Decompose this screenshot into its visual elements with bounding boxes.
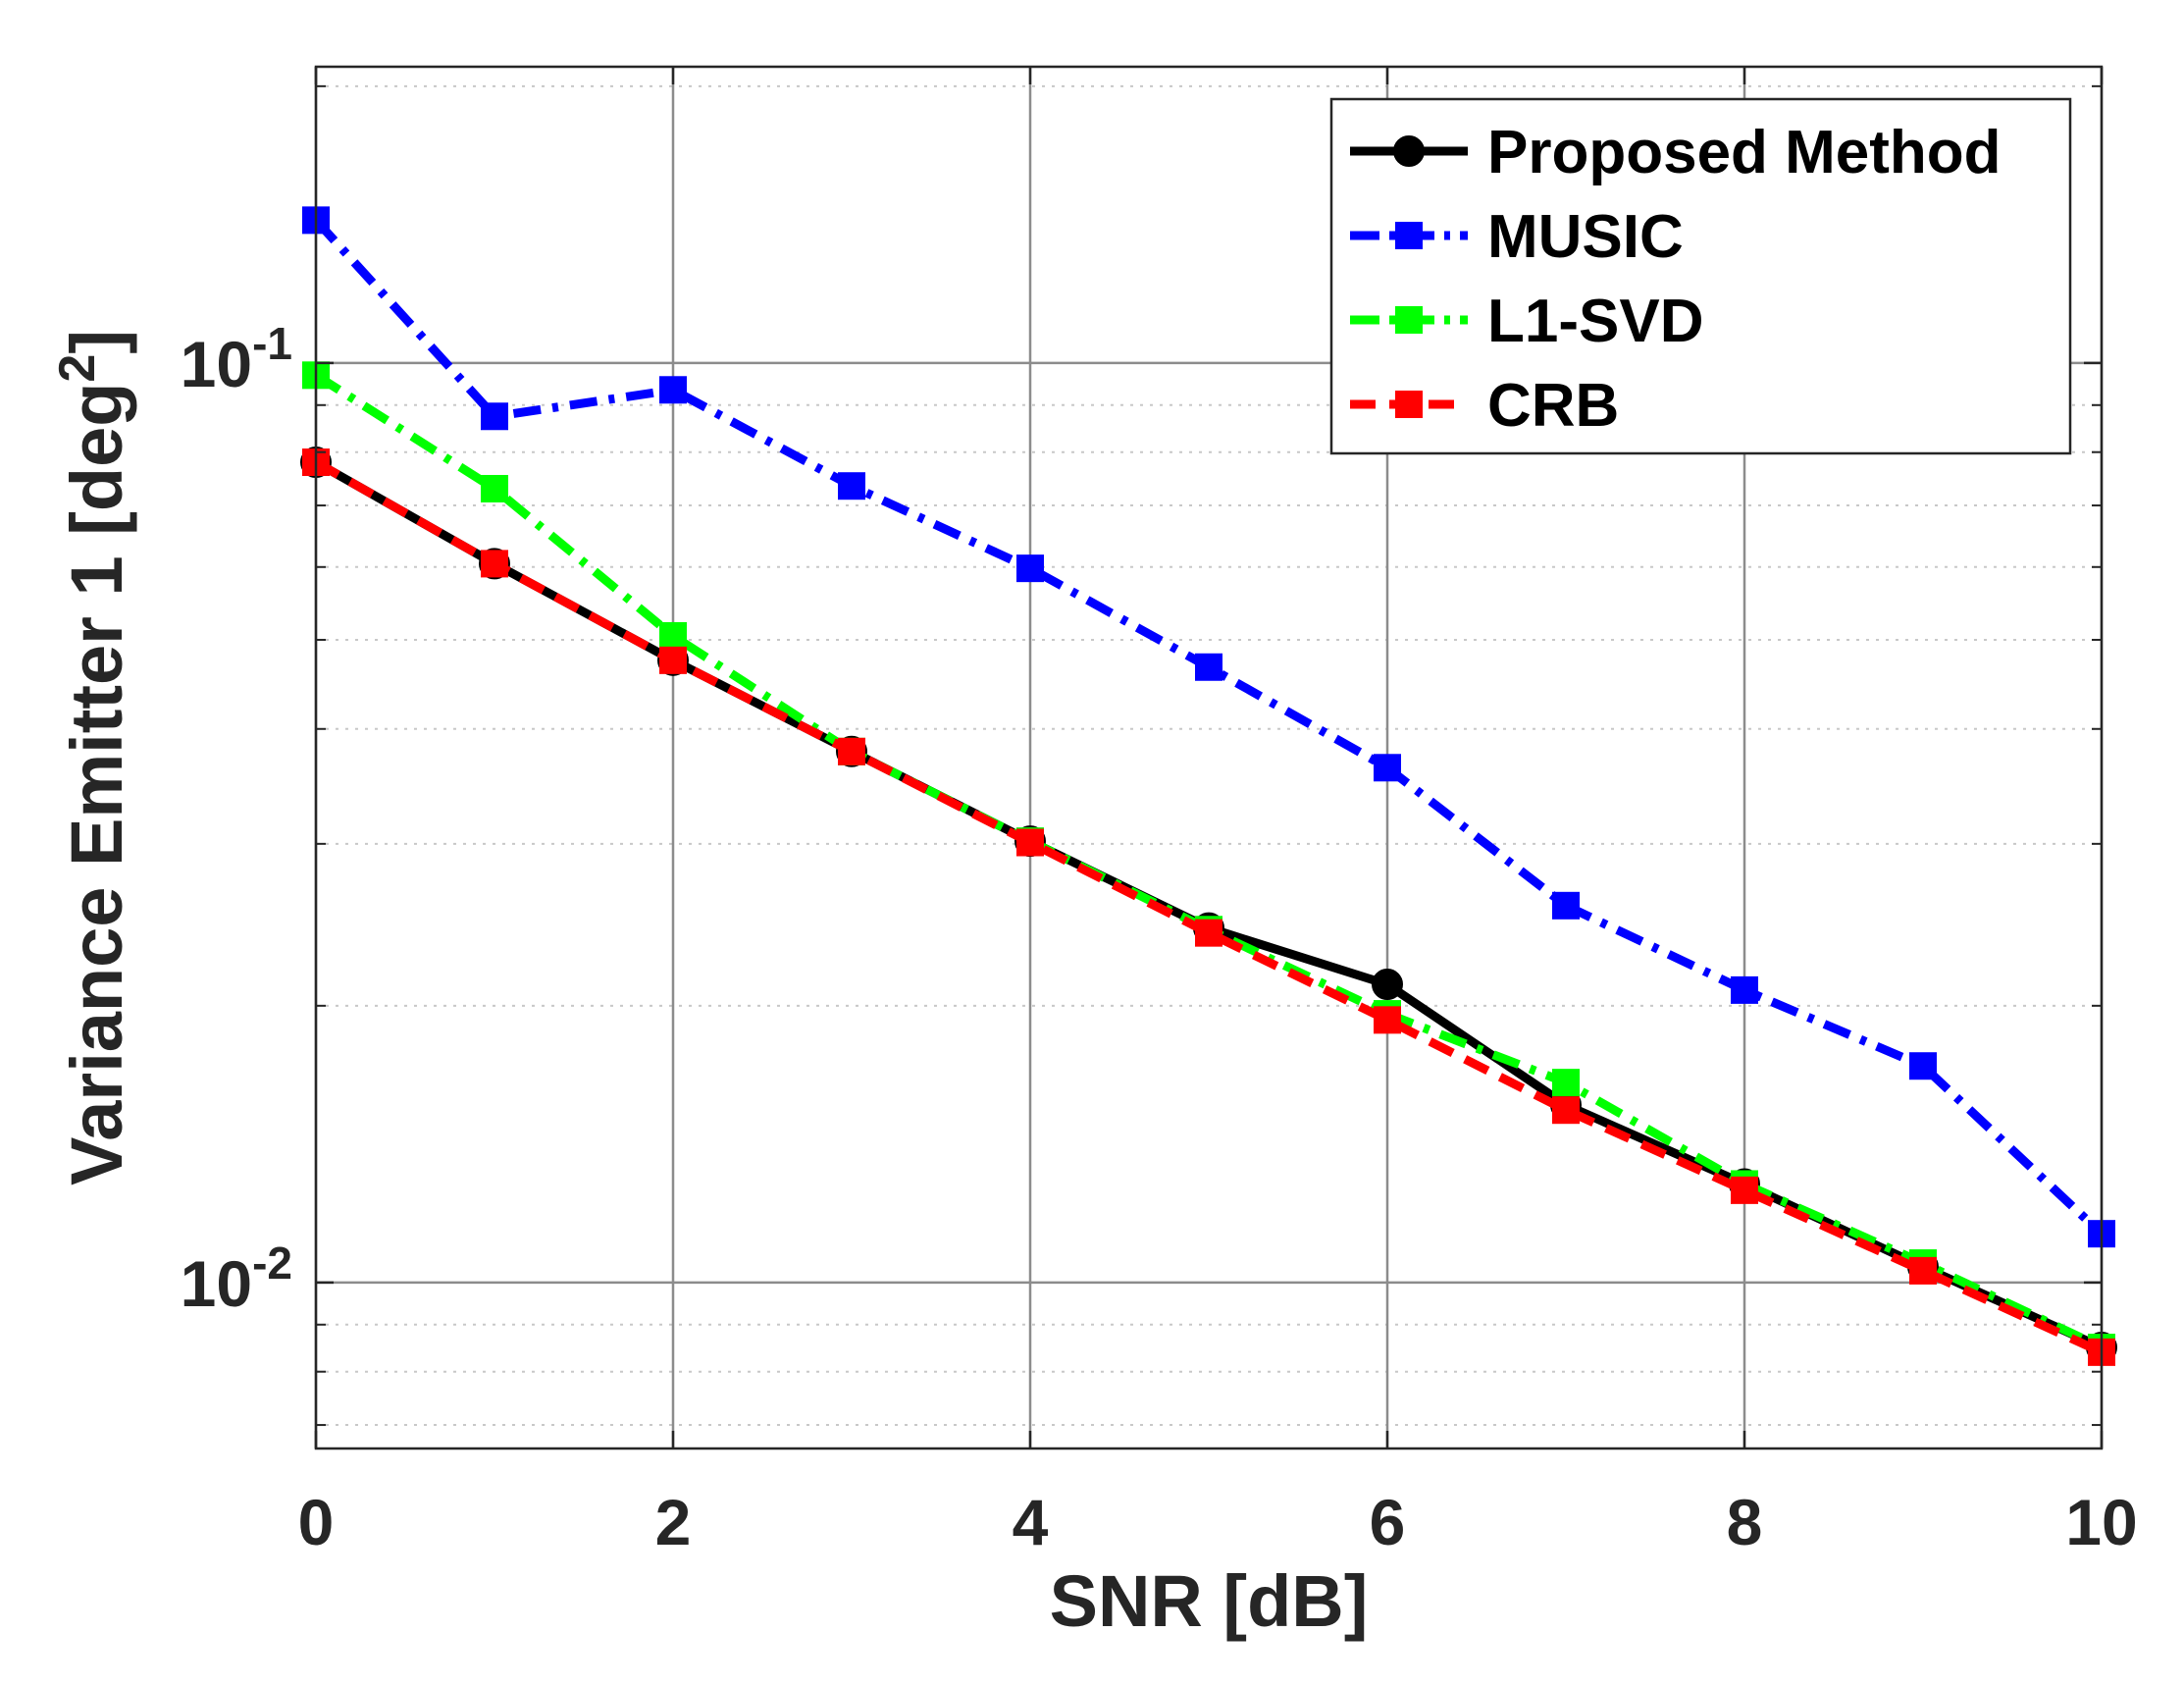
y-tick-label-exponent: -1 — [252, 318, 292, 369]
x-axis-title: SNR [dB] — [1050, 1560, 1369, 1642]
data-point-l1-svd — [1552, 1069, 1580, 1097]
data-point-music — [1374, 754, 1401, 782]
y-axis-title-superscript: 2 — [49, 354, 106, 383]
data-point-l1-svd — [659, 621, 687, 650]
data-point-music — [1016, 554, 1044, 583]
series-music — [302, 206, 2115, 1248]
series-l1-svd — [302, 361, 2115, 1362]
x-tick-label: 8 — [1727, 1486, 1763, 1558]
legend-item-l1-svd: L1-SVD — [1350, 288, 1703, 355]
series-proposed-method — [300, 447, 2117, 1364]
legend-box — [1329, 97, 2072, 455]
legend-label-l1-svd: L1-SVD — [1487, 288, 1703, 355]
data-point-crb — [1731, 1176, 1758, 1204]
y-tick-label: 10-1 — [181, 318, 292, 400]
legend-item-music: MUSIC — [1350, 203, 1684, 271]
y-tick-label-exponent: -2 — [252, 1237, 292, 1289]
data-point-crb — [1374, 1006, 1401, 1034]
data-point-crb — [838, 737, 865, 765]
x-tick-label: 6 — [1370, 1486, 1406, 1558]
y-axis-title-main: Variance Emitter 1 [deg — [56, 383, 137, 1185]
y-axis-title: Variance Emitter 1 [deg2] — [49, 330, 137, 1185]
data-point-music — [838, 472, 865, 500]
legend-marker-proposed-method — [1393, 135, 1425, 167]
legend-label-music: MUSIC — [1487, 203, 1684, 271]
data-point-music — [1195, 653, 1222, 681]
x-tick-label: 0 — [298, 1486, 335, 1558]
data-point-music — [1909, 1052, 1937, 1080]
data-point-music — [481, 402, 508, 431]
data-point-music — [1731, 975, 1758, 1004]
data-point-crb — [659, 646, 687, 674]
legend-marker-music — [1395, 222, 1423, 249]
data-point-music — [1552, 891, 1580, 920]
y-axis-title-suffix: ] — [56, 330, 137, 354]
legend: Proposed Method MUSIC L1-SVD CRB — [1329, 97, 2072, 455]
y-tick-label: 10-2 — [181, 1237, 292, 1320]
data-point-proposed-method — [1372, 969, 1403, 1001]
legend-label-proposed-method: Proposed Method — [1487, 119, 2002, 186]
data-point-crb — [1195, 919, 1222, 947]
x-axis-ticks: 0 2 4 6 8 10 — [298, 67, 2138, 1558]
series-line-crb — [313, 458, 2104, 1356]
data-point-crb — [1909, 1256, 1937, 1285]
data-point-l1-svd — [481, 474, 508, 502]
series-line-l1-svd — [313, 371, 2104, 1352]
legend-item-crb: CRB — [1350, 372, 1619, 440]
legend-label-crb: CRB — [1487, 372, 1619, 440]
x-tick-label: 2 — [655, 1486, 692, 1558]
data-point-music — [659, 376, 687, 404]
plot-area-border — [314, 65, 2104, 1450]
legend-marker-crb — [1395, 391, 1423, 418]
legend-item-proposed-method: Proposed Method — [1350, 119, 2002, 186]
x-tick-label: 10 — [2065, 1486, 2137, 1558]
series-line-proposed-method — [313, 458, 2104, 1352]
legend-marker-l1-svd — [1395, 306, 1423, 334]
y-tick-label-base: 10 — [181, 1247, 252, 1320]
data-point-crb — [1016, 828, 1044, 857]
y-axis-ticks: 10-210-1 — [181, 84, 2102, 1427]
data-point-crb — [481, 550, 508, 578]
series-layer — [300, 206, 2117, 1366]
data-point-crb — [1552, 1096, 1580, 1125]
x-tick-label: 4 — [1013, 1486, 1049, 1558]
y-tick-label-base: 10 — [181, 328, 252, 400]
